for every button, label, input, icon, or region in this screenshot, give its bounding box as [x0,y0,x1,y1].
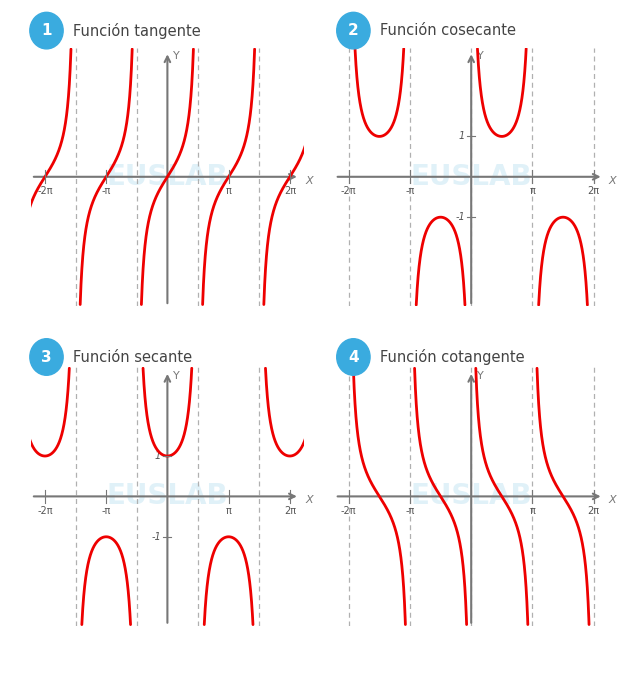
Text: -1: -1 [151,532,161,542]
Text: Y: Y [477,371,484,381]
Text: π: π [226,186,231,197]
Text: EUSLAB: EUSLAB [410,482,532,511]
Text: 1: 1 [42,23,51,38]
Circle shape [30,339,63,375]
Text: EUSLAB: EUSLAB [107,482,228,511]
Text: Y: Y [173,52,180,61]
Text: X: X [305,175,312,186]
Text: 3: 3 [41,350,52,364]
Text: 2π: 2π [284,186,296,197]
Text: X: X [609,495,616,505]
Text: Función cosecante: Función cosecante [380,23,516,38]
Text: -π: -π [102,186,111,197]
Text: -π: -π [102,506,111,516]
Text: EUSLAB: EUSLAB [107,163,228,191]
Text: X: X [305,495,312,505]
Text: Función cotangente: Función cotangente [380,349,525,365]
Text: Y: Y [477,52,484,61]
Text: 2π: 2π [588,506,600,516]
Text: Función secante: Función secante [73,350,192,364]
Text: EUSLAB: EUSLAB [410,163,532,191]
Circle shape [337,339,370,375]
Text: π: π [529,506,535,516]
Text: Función tangente: Función tangente [73,22,201,39]
Text: -π: -π [405,186,415,197]
Text: 1: 1 [459,131,465,141]
Text: 1: 1 [155,451,161,461]
Circle shape [30,12,63,49]
Text: X: X [609,175,616,186]
Text: 2π: 2π [284,506,296,516]
Circle shape [337,12,370,49]
Text: -π: -π [405,506,415,516]
Text: π: π [529,186,535,197]
Text: -2π: -2π [341,186,356,197]
Text: 4: 4 [348,350,359,364]
Text: -1: -1 [455,212,465,222]
Text: -2π: -2π [37,506,53,516]
Text: 2: 2 [348,23,359,38]
Text: -2π: -2π [341,506,356,516]
Text: Y: Y [173,371,180,381]
Text: -2π: -2π [37,186,53,197]
Text: π: π [226,506,231,516]
Text: 2π: 2π [588,186,600,197]
